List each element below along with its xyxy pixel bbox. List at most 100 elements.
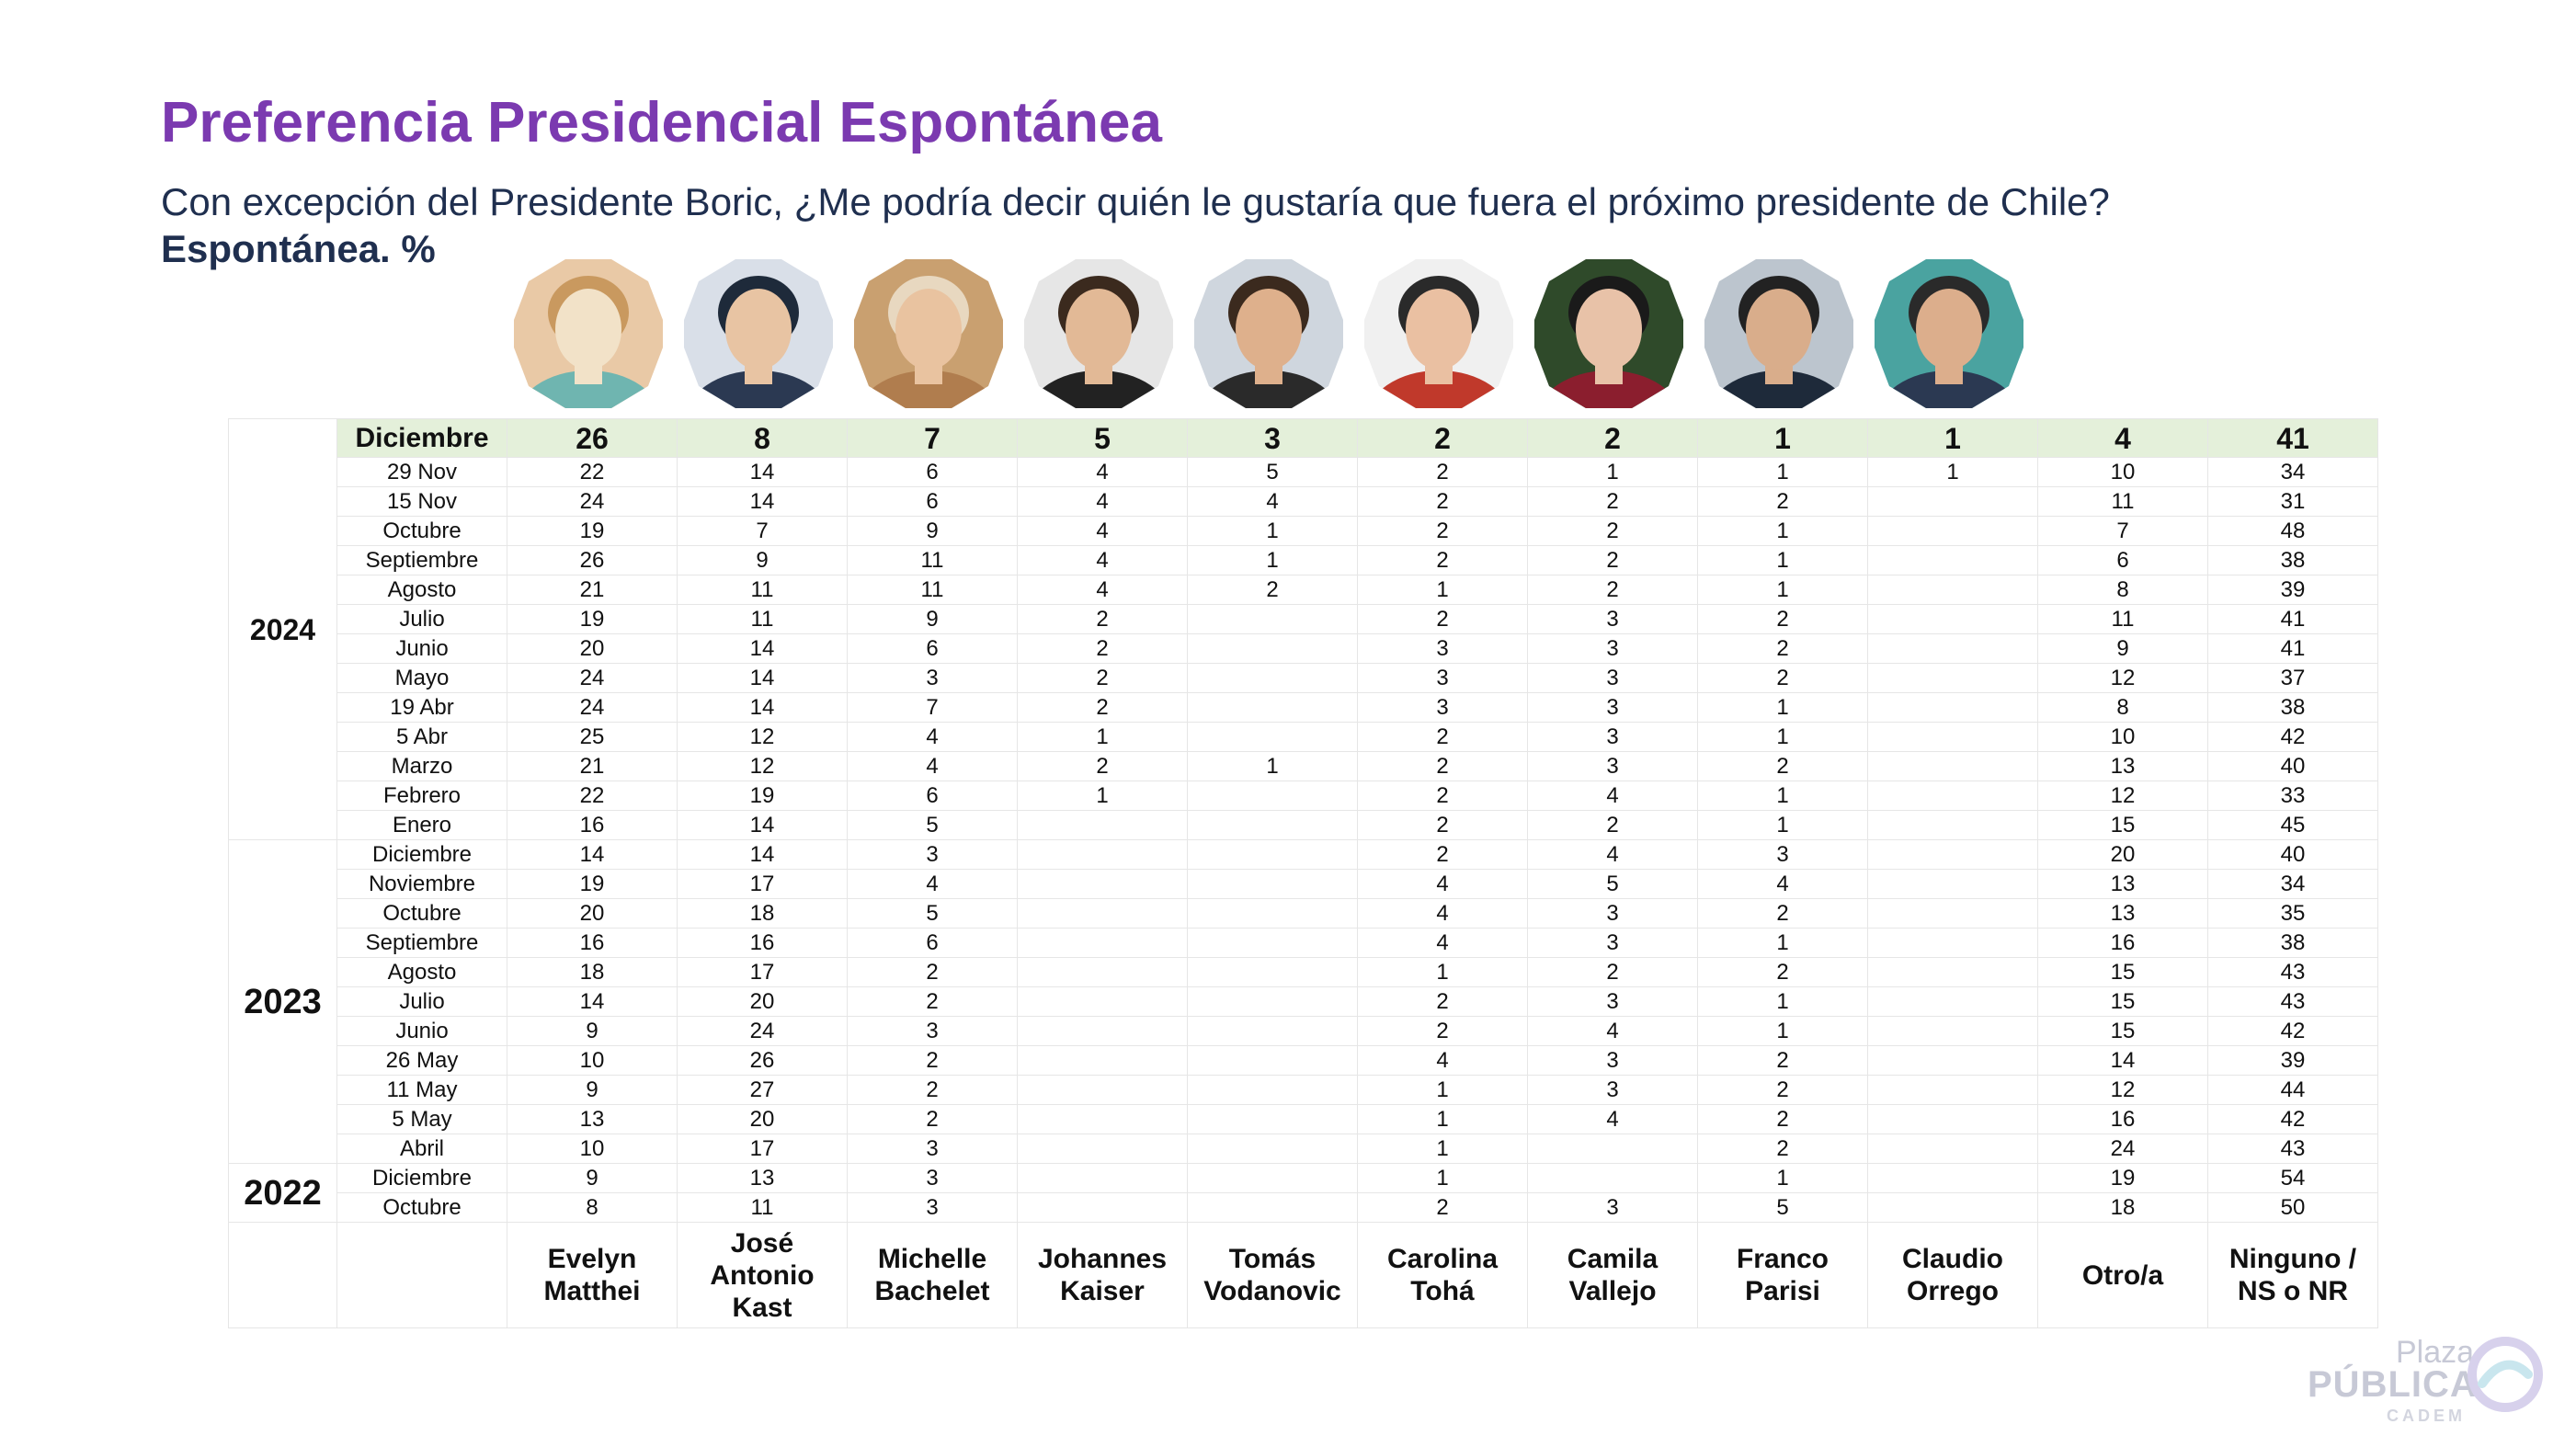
- value-cell: 9: [677, 545, 848, 575]
- value-cell: 4: [1357, 928, 1528, 958]
- value-cell: 5: [1017, 418, 1188, 458]
- period-label: Julio: [336, 986, 507, 1017]
- candidate-name-line: Evelyn: [547, 1244, 637, 1274]
- value-cell: 14: [507, 839, 678, 870]
- table-row: 11 May 9 27 2 1 3 2 12 44: [229, 1075, 2378, 1105]
- value-cell: 22: [507, 457, 678, 487]
- value-cell: 4: [1017, 457, 1188, 487]
- candidate-name: Evelyn Matthei: [507, 1222, 678, 1328]
- logo-line-3: CADEM: [2387, 1407, 2466, 1425]
- value-cell: [1867, 1016, 2038, 1046]
- value-cell: 2: [847, 1045, 1018, 1076]
- value-cell: 24: [507, 486, 678, 517]
- value-cell: 2: [1017, 751, 1188, 781]
- value-cell: 14: [677, 839, 848, 870]
- value-cell: 20: [2037, 839, 2208, 870]
- value-cell: 3: [1527, 898, 1698, 929]
- value-cell: 2: [1357, 1192, 1528, 1223]
- value-cell: [1017, 898, 1188, 929]
- value-cell: 2: [1357, 751, 1528, 781]
- period-label: Abril: [336, 1134, 507, 1164]
- value-cell: 11: [847, 575, 1018, 605]
- value-cell: 1: [1187, 516, 1358, 546]
- candidate-name-line: Vallejo: [1568, 1276, 1657, 1306]
- period-label: 5 Abr: [336, 722, 507, 752]
- value-cell: 2: [1697, 1045, 1868, 1076]
- table-row: Agosto 21 11 11 4 2 1 2 1 8 39: [229, 575, 2378, 605]
- value-cell: 2: [1527, 516, 1698, 546]
- value-cell: 3: [847, 1016, 1018, 1046]
- period-label: Noviembre: [336, 869, 507, 899]
- value-cell: 40: [2207, 839, 2378, 870]
- value-cell: [1527, 1134, 1698, 1164]
- survey-question: Con excepción del Presidente Boric, ¿Me …: [161, 180, 2110, 223]
- empty-cell: [336, 1222, 507, 1328]
- value-cell: 10: [507, 1134, 678, 1164]
- value-cell: 24: [507, 663, 678, 693]
- value-cell: 3: [1527, 928, 1698, 958]
- value-cell: 1: [1527, 457, 1698, 487]
- value-cell: 18: [2037, 1192, 2208, 1223]
- value-cell: 1: [1357, 1075, 1528, 1105]
- value-cell: 6: [2037, 545, 2208, 575]
- value-cell: 1: [1697, 1163, 1868, 1193]
- candidate-name-line: Claudio: [1902, 1244, 2003, 1274]
- value-cell: 3: [1527, 1192, 1698, 1223]
- candidate-name-line: Bachelet: [874, 1276, 990, 1306]
- period-label: Septiembre: [336, 545, 507, 575]
- value-cell: [1187, 1016, 1358, 1046]
- period-label: Octubre: [336, 898, 507, 929]
- value-cell: 5: [1187, 457, 1358, 487]
- value-cell: 3: [847, 1134, 1018, 1164]
- table-row: Septiembre 16 16 6 4 3 1 16 38: [229, 928, 2378, 958]
- photo-evelyn-matthei-icon: [510, 256, 667, 412]
- candidate-name-line: Tomás: [1228, 1244, 1316, 1274]
- value-cell: 21: [507, 575, 678, 605]
- value-cell: 8: [677, 418, 848, 458]
- value-cell: [1187, 1192, 1358, 1223]
- value-cell: 41: [2207, 418, 2378, 458]
- value-cell: 16: [2037, 928, 2208, 958]
- period-label: 15 Nov: [336, 486, 507, 517]
- value-cell: 3: [847, 839, 1018, 870]
- value-cell: [1187, 898, 1358, 929]
- table-row: Julio 14 20 2 2 3 1 15 43: [229, 986, 2378, 1017]
- table-row: 29 Nov 22 14 6 4 5 2 1 1 1 10 34: [229, 457, 2378, 487]
- value-cell: 11: [2037, 486, 2208, 517]
- plaza-publica-cadem-logo: Plaza PÚBLICA CADEM: [2298, 1333, 2547, 1425]
- value-cell: 1: [1017, 722, 1188, 752]
- value-cell: 6: [847, 780, 1018, 811]
- period-label: Diciembre: [336, 418, 507, 458]
- value-cell: 19: [507, 516, 678, 546]
- table-row: Marzo 21 12 4 2 1 2 3 2 13 40: [229, 751, 2378, 781]
- value-cell: 1: [1867, 457, 2038, 487]
- value-cell: [1017, 957, 1188, 987]
- value-cell: 10: [507, 1045, 678, 1076]
- value-cell: [1187, 986, 1358, 1017]
- value-cell: 12: [677, 751, 848, 781]
- value-cell: 17: [677, 1134, 848, 1164]
- value-cell: 16: [2037, 1104, 2208, 1134]
- value-cell: 8: [2037, 692, 2208, 723]
- value-cell: 4: [1017, 545, 1188, 575]
- value-cell: 2: [1357, 986, 1528, 1017]
- value-cell: 43: [2207, 957, 2378, 987]
- value-cell: [1017, 1163, 1188, 1193]
- photo-jose-antonio-kast-icon: [680, 256, 837, 412]
- candidate-name-line: Kast: [732, 1292, 792, 1323]
- value-cell: [1527, 1163, 1698, 1193]
- value-cell: 2: [1527, 957, 1698, 987]
- value-cell: 1: [1187, 751, 1358, 781]
- period-label: Junio: [336, 633, 507, 664]
- value-cell: 26: [507, 545, 678, 575]
- year-label: 2023: [228, 839, 337, 1164]
- value-cell: 2: [1357, 604, 1528, 634]
- value-cell: 14: [677, 692, 848, 723]
- value-cell: 27: [677, 1075, 848, 1105]
- value-cell: [1867, 1104, 2038, 1134]
- candidate-name: Claudio Orrego: [1867, 1222, 2038, 1328]
- value-cell: 4: [1527, 839, 1698, 870]
- value-cell: 7: [847, 418, 1018, 458]
- value-cell: [1187, 780, 1358, 811]
- value-cell: 38: [2207, 692, 2378, 723]
